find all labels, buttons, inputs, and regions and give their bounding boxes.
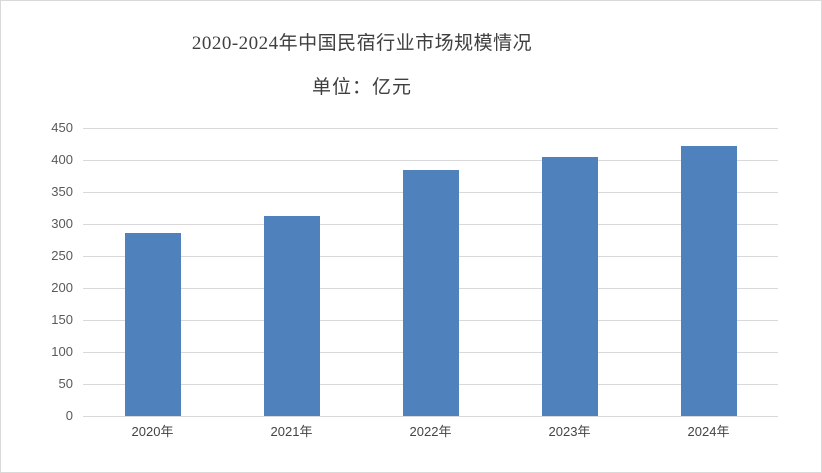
y-tick-label: 400 (51, 152, 73, 167)
y-tick-label: 100 (51, 344, 73, 359)
gridline (83, 416, 778, 417)
y-tick-label: 450 (51, 120, 73, 135)
y-tick-label: 300 (51, 216, 73, 231)
bar-2022年 (402, 170, 459, 416)
y-tick-label: 150 (51, 312, 73, 327)
bar-2021年 (263, 216, 320, 416)
plot-area (83, 128, 778, 417)
x-tick-label: 2024年 (687, 424, 730, 439)
x-tick-label: 2022年 (409, 424, 452, 439)
y-tick-label: 50 (58, 376, 73, 391)
bar-2020年 (124, 233, 181, 416)
chart-subtitle: 单位：亿元 (311, 77, 412, 98)
x-tick-label: 2020年 (131, 424, 174, 439)
y-tick-label: 0 (65, 408, 73, 423)
y-tick-label: 250 (51, 248, 73, 263)
bar-2023年 (541, 157, 598, 416)
y-tick-label: 350 (51, 184, 73, 199)
y-tick-label: 200 (51, 280, 73, 295)
bar-2024年 (680, 146, 737, 416)
chart-title: 2020-2024年中国民宿行业市场规模情况 (191, 33, 533, 54)
gridline (83, 160, 778, 161)
x-tick-label: 2021年 (270, 424, 313, 439)
x-tick-label: 2023年 (548, 424, 591, 439)
gridline (83, 128, 778, 129)
